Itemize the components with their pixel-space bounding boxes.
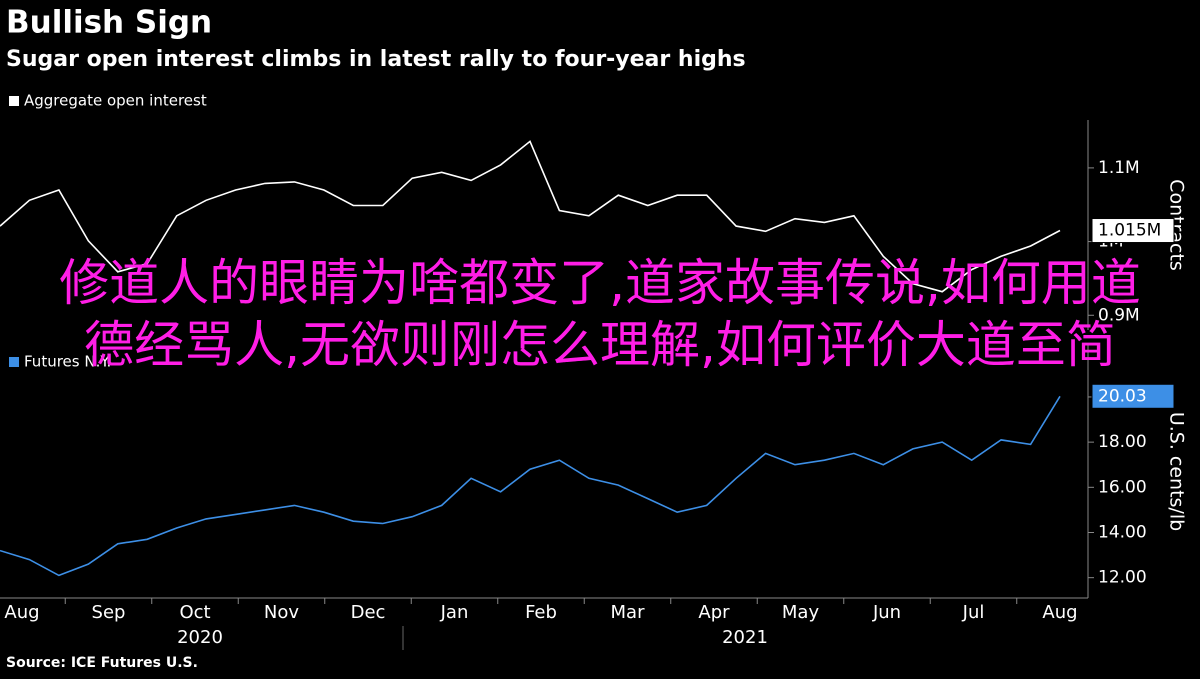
y-axis-label: U.S. cents/lb	[1166, 412, 1188, 531]
y-tick-label: 1.1M	[1098, 158, 1140, 178]
last-value-box	[1091, 218, 1175, 244]
y-tick-label: 14.00	[1098, 522, 1147, 542]
x-tick-label: Mar	[611, 602, 646, 623]
x-tick-label: Jun	[872, 602, 901, 623]
y-axis-label: Contracts	[1166, 179, 1188, 271]
year-label: 2021	[722, 627, 768, 648]
x-tick-label: Dec	[351, 602, 386, 623]
x-tick-label: Nov	[264, 602, 299, 623]
last-value-label: 20.03	[1098, 386, 1147, 406]
y-tick-label: 0.9M	[1098, 305, 1140, 325]
year-label: 2020	[177, 627, 223, 648]
x-tick-label: Aug	[1042, 602, 1077, 623]
x-tick-label: Apr	[698, 602, 730, 623]
y-tick-label: 18.00	[1098, 432, 1147, 452]
last-value-label: 1.015M	[1098, 221, 1161, 241]
x-tick-label: Oct	[179, 602, 210, 623]
title: Bullish Sign	[6, 5, 212, 41]
legend-label: Futures N.Y.	[24, 353, 111, 371]
last-value-box	[1091, 383, 1175, 409]
source: Source: ICE Futures U.S.	[6, 655, 198, 671]
line	[0, 140, 1061, 293]
x-tick-label: Aug	[4, 602, 39, 623]
x-tick-label: Sep	[92, 602, 126, 623]
y-tick-label: 12.00	[1098, 568, 1147, 588]
legend-swatch	[9, 96, 19, 106]
line	[0, 395, 1061, 577]
x-tick-label: Jul	[962, 602, 985, 623]
legend-label: Aggregate open interest	[24, 92, 207, 110]
x-tick-label: Feb	[525, 602, 557, 623]
subtitle: Sugar open interest climbs in latest ral…	[6, 47, 746, 72]
overlay-text: 修道人的眼睛为啥都变了,道家故事传说,如何用道德经骂人,无欲则刚怎么理解,如何评…	[59, 254, 1141, 374]
legend-swatch	[9, 357, 19, 367]
y-tick-label: 16.00	[1098, 477, 1147, 497]
x-tick-label: Jan	[440, 602, 469, 623]
x-tick-label: May	[782, 602, 820, 623]
